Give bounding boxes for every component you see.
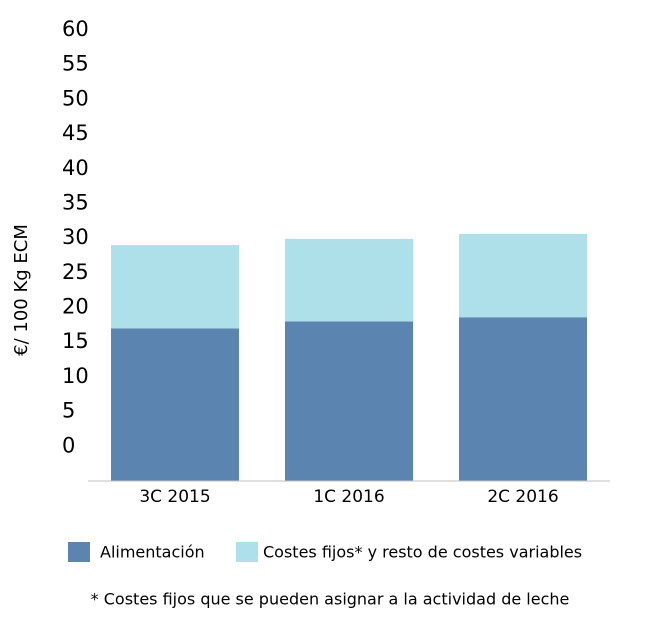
y-tick-label: 10 <box>62 364 89 388</box>
x-tick-label: 3C 2015 <box>139 487 210 507</box>
y-axis-label: €/ 100 Kg ECM <box>11 224 32 356</box>
footnote: * Costes fijos que se pueden asignar a l… <box>91 590 570 609</box>
y-tick-label: 15 <box>62 329 89 353</box>
y-tick-label: 40 <box>62 156 89 180</box>
y-tick-label: 45 <box>62 121 89 145</box>
y-tick-label: 60 <box>62 17 89 41</box>
bar-segment <box>111 245 239 329</box>
bar-segment <box>285 321 413 481</box>
y-tick-label: 30 <box>62 225 89 249</box>
legend-swatch <box>68 542 90 562</box>
y-tick-label: 50 <box>62 86 89 110</box>
x-tick-label: 1C 2016 <box>313 487 384 507</box>
legend-label: Alimentación <box>100 543 205 562</box>
legend-label: Costes fijos* y resto de costes variable… <box>263 543 582 562</box>
bar-segment <box>111 328 239 481</box>
legend-swatch <box>236 542 258 562</box>
y-tick-label: 25 <box>62 260 89 284</box>
y-tick-label: 55 <box>62 52 89 76</box>
y-tick-label: 20 <box>62 295 89 319</box>
bar-segment <box>459 233 587 318</box>
x-tick-label: 2C 2016 <box>487 487 558 507</box>
bar-segment <box>459 317 587 481</box>
bar-segment <box>285 238 413 322</box>
y-tick-label: 0 <box>62 433 75 457</box>
y-tick-label: 35 <box>62 190 89 214</box>
y-tick-label: 5 <box>62 399 75 423</box>
